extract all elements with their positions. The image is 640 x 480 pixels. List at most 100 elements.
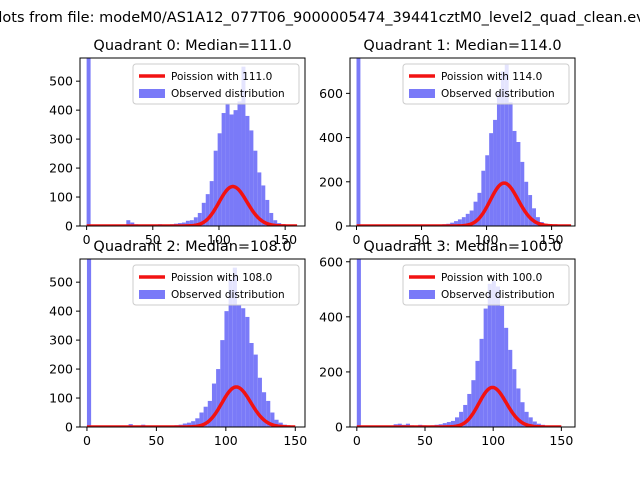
histogram-bar: [356, 58, 361, 226]
histogram-bar: [241, 308, 246, 427]
y-tick-label: 0: [65, 420, 73, 435]
histogram-bar: [185, 220, 190, 226]
histogram-bar: [233, 110, 238, 226]
histogram-bar: [269, 212, 274, 226]
histogram-bar: [261, 185, 266, 226]
axes-frame: [349, 57, 576, 227]
legend-frame: [132, 264, 300, 306]
histogram-bar: [469, 210, 474, 226]
histogram-bar: [489, 133, 494, 226]
x-tick-label: 0: [83, 232, 91, 247]
histogram-bar: [216, 369, 221, 427]
histogram-bar: [512, 130, 517, 226]
histogram-bar: [450, 420, 455, 427]
histogram-bar: [249, 130, 254, 226]
y-tick-label: 100: [49, 190, 73, 205]
histogram-bar: [495, 286, 500, 427]
histogram-bar: [516, 388, 521, 427]
x-tick-label: 150: [540, 232, 564, 247]
y-tick-label: 400: [319, 309, 343, 324]
histogram-bar: [532, 421, 537, 427]
legend: Poission with 100.0 Observed distribution: [402, 264, 570, 306]
histogram-bar: [189, 220, 194, 226]
histogram-bar: [528, 195, 533, 226]
histogram-bar: [504, 327, 509, 427]
histogram-bar: [221, 113, 226, 226]
legend-poisson-label: Poission with 114.0: [441, 71, 542, 83]
legend-observed-swatch: [409, 89, 435, 98]
y-tick-label: 0: [335, 420, 343, 435]
y-tick-label: 200: [49, 161, 73, 176]
y-tick-label: 300: [49, 132, 73, 147]
histogram-bar: [524, 411, 529, 427]
histogram-bar: [193, 217, 198, 226]
histogram-bar: [245, 115, 250, 226]
histogram-bar: [86, 259, 92, 427]
y-tick-label: 200: [319, 364, 343, 379]
axes-frame: [79, 57, 306, 227]
x-tick-label: 50: [417, 433, 433, 448]
legend-observed-label: Observed distribution: [171, 289, 285, 301]
histogram-bar: [457, 219, 462, 226]
plot-area: [356, 259, 562, 427]
histogram-bar: [471, 380, 476, 427]
histogram-bar: [253, 150, 258, 226]
y-tick-label: 600: [319, 254, 343, 269]
legend-observed-swatch: [409, 290, 435, 299]
histogram-bar: [508, 349, 513, 427]
histogram-bar: [232, 267, 237, 427]
histogram-bar: [520, 161, 525, 226]
histogram-bar: [493, 119, 497, 226]
legend: Poission with 114.0 Observed distribution: [402, 63, 570, 105]
legend-observed-label: Observed distribution: [441, 289, 555, 301]
histogram-bar: [461, 217, 466, 226]
histogram-bar: [249, 343, 254, 427]
histogram-bar: [356, 259, 361, 427]
legend-observed-label: Observed distribution: [171, 88, 285, 100]
histogram-bar: [455, 417, 460, 427]
histogram-bar: [512, 369, 517, 427]
subplot-quadrant-2: Quadrant 2: Median=108.0 0 50 100 150 0 100 20…: [49, 239, 307, 448]
histogram-bar: [479, 338, 484, 427]
histogram-bar: [237, 101, 242, 226]
histogram-bar: [481, 170, 486, 226]
subplot-title: Quadrant 2: Median=108.0: [93, 239, 291, 255]
axes-frame: [79, 258, 306, 428]
legend-observed-swatch: [139, 290, 165, 299]
figure-suptitle: Plots from file: modeM0/AS1A12_077T06_90…: [0, 10, 640, 26]
histogram-bar: [266, 400, 271, 427]
subplot-title: Quadrant 3: Median=100.0: [363, 239, 561, 255]
histogram-bar: [201, 202, 206, 226]
histogram-bar: [463, 404, 468, 427]
histogram-bar: [496, 93, 501, 226]
y-tick-label: 0: [335, 219, 343, 234]
x-tick-label: 150: [273, 232, 297, 247]
subplot-quadrant-0: Quadrant 0: Median=111.0 0 50 100 150 0 100 20…: [49, 38, 306, 247]
y-tick-label: 200: [49, 362, 73, 377]
x-tick-label: 150: [283, 433, 307, 448]
histogram-bar: [253, 354, 258, 427]
histogram-bar: [270, 412, 275, 427]
histogram-bar: [483, 308, 488, 427]
y-tick-label: 0: [65, 219, 73, 234]
histogram-bar: [454, 221, 458, 226]
legend-poisson-label: Poission with 100.0: [441, 272, 542, 284]
histogram-bar: [203, 406, 208, 427]
subplot-title: Quadrant 1: Median=114.0: [363, 38, 561, 54]
subplot-title: Quadrant 0: Median=111.0: [93, 38, 291, 54]
legend: Poission with 108.0 Observed distribution: [132, 264, 300, 306]
legend-poisson-label: Poission with 111.0: [171, 71, 272, 83]
plot-area: [356, 58, 572, 226]
x-tick-label: 100: [481, 433, 505, 448]
x-tick-label: 0: [353, 433, 361, 448]
x-tick-label: 50: [148, 433, 164, 448]
legend-frame: [132, 63, 300, 105]
histogram-bar: [274, 419, 279, 427]
histogram-bar: [442, 423, 447, 427]
x-tick-label: 150: [549, 433, 573, 448]
histogram-bar: [126, 220, 131, 226]
histogram-bar: [528, 417, 533, 427]
x-tick-label: 100: [207, 232, 231, 247]
histogram-bar: [504, 64, 509, 226]
histogram-bar: [273, 220, 278, 226]
